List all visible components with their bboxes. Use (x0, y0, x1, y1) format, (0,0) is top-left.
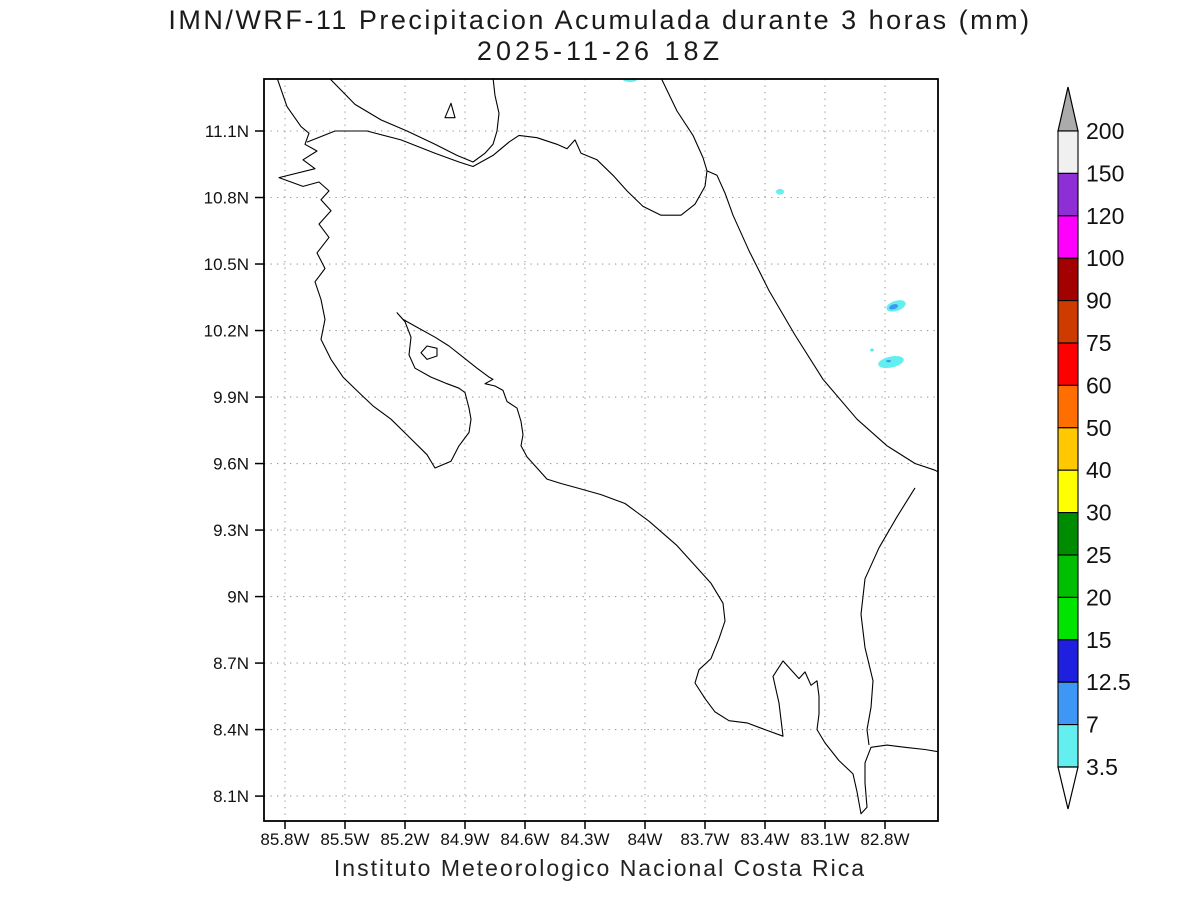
costa-rica-nicaragua-border-san-juan (306, 130, 708, 216)
lat-tick-label: 8.7N (213, 654, 249, 673)
colorbar-label: 25 (1086, 542, 1112, 568)
caribbean-coast (660, 79, 938, 473)
colorbar-segment (1057, 300, 1079, 344)
chart-subtitle: 2025-11-26 18Z (476, 36, 724, 66)
lon-tick-label: 83.1W (800, 830, 849, 849)
colorbar-segment (1057, 554, 1079, 598)
lon-tick-label: 85.8W (260, 830, 309, 849)
colorbar-label: 200 (1086, 118, 1124, 144)
colorbar-label: 30 (1086, 500, 1112, 526)
colorbar-label: 40 (1086, 457, 1112, 483)
colorbar-label: 12.5 (1086, 669, 1131, 695)
colorbar-label: 50 (1086, 415, 1112, 441)
precip-cell (870, 348, 874, 352)
lake-nicaragua-shore (329, 79, 500, 163)
lon-tick-label: 83.4W (740, 830, 789, 849)
colorbar-segment (1057, 427, 1079, 471)
colorbar-segment (1057, 681, 1079, 726)
colorbar-label: 75 (1086, 330, 1112, 356)
colorbar-label: 60 (1086, 372, 1112, 398)
colorbar-segment (1057, 215, 1079, 259)
colorbar-segment (1057, 257, 1079, 302)
precip-cell (889, 304, 899, 310)
isla-chira (420, 345, 438, 360)
lat-tick-label: 8.1N (213, 787, 249, 806)
colorbar-label: 120 (1086, 203, 1124, 229)
lat-tick-label: 10.2N (204, 322, 249, 341)
colorbar-segment (1057, 639, 1079, 683)
colorbar-segment (1057, 596, 1079, 641)
lon-tick-label: 84.6W (500, 830, 549, 849)
colorbar-segment (1057, 512, 1079, 556)
colorbar-label: 90 (1086, 288, 1112, 314)
colorbar-label: 7 (1086, 712, 1099, 738)
lat-tick-label: 11.1N (205, 122, 249, 141)
lon-tick-label: 85.2W (380, 830, 429, 849)
colorbar-label: 15 (1086, 627, 1112, 653)
lat-tick-label: 8.4N (213, 721, 249, 740)
lat-tick-label: 9N (227, 588, 249, 607)
colorbar-segment (1057, 172, 1079, 217)
colorbar-label: 20 (1086, 584, 1112, 610)
lake-island (444, 102, 456, 119)
lat-tick-label: 10.5N (204, 255, 249, 274)
colorbar-segment (1057, 342, 1079, 386)
lon-tick-label: 84.3W (560, 830, 609, 849)
chart-footer: Instituto Meteorologico Nacional Costa R… (333, 855, 867, 881)
lat-tick-label: 10.8N (204, 189, 249, 208)
colorbar-segment (1057, 384, 1079, 429)
precip-cell (886, 360, 891, 363)
lon-tick-label: 84W (628, 830, 663, 849)
precip-cell (878, 355, 904, 369)
colorbar-under-arrow (1057, 766, 1079, 810)
plot-area (264, 79, 938, 821)
colorbar-over-arrow (1057, 86, 1079, 132)
map-frame (263, 78, 939, 822)
colorbar-label: 150 (1086, 160, 1124, 186)
lon-tick-label: 83.7W (680, 830, 729, 849)
precip-cell (776, 188, 784, 195)
lat-tick-label: 9.9N (213, 388, 249, 407)
pacific-coast-costa-rica (276, 79, 938, 815)
lon-tick-label: 82.8W (860, 830, 909, 849)
colorbar-label: 3.5 (1086, 754, 1118, 780)
chart-title: IMN/WRF-11 Precipitacion Acumulada duran… (168, 5, 1032, 35)
colorbar-segment (1057, 724, 1079, 768)
colorbar-label: 100 (1086, 245, 1124, 271)
lat-tick-label: 9.3N (213, 521, 249, 540)
colorbar: 200 150 120 100 90 75 60 50 40 30 25 20 15 12.5 7 3.5 (1057, 86, 1131, 810)
lon-tick-label: 85.5W (320, 830, 369, 849)
colorbar-segment (1057, 469, 1079, 514)
colorbar-segment (1057, 130, 1079, 174)
costa-rica-panama-border (860, 487, 916, 746)
lat-tick-label: 9.6N (213, 455, 249, 474)
lon-tick-label: 84.9W (440, 830, 489, 849)
